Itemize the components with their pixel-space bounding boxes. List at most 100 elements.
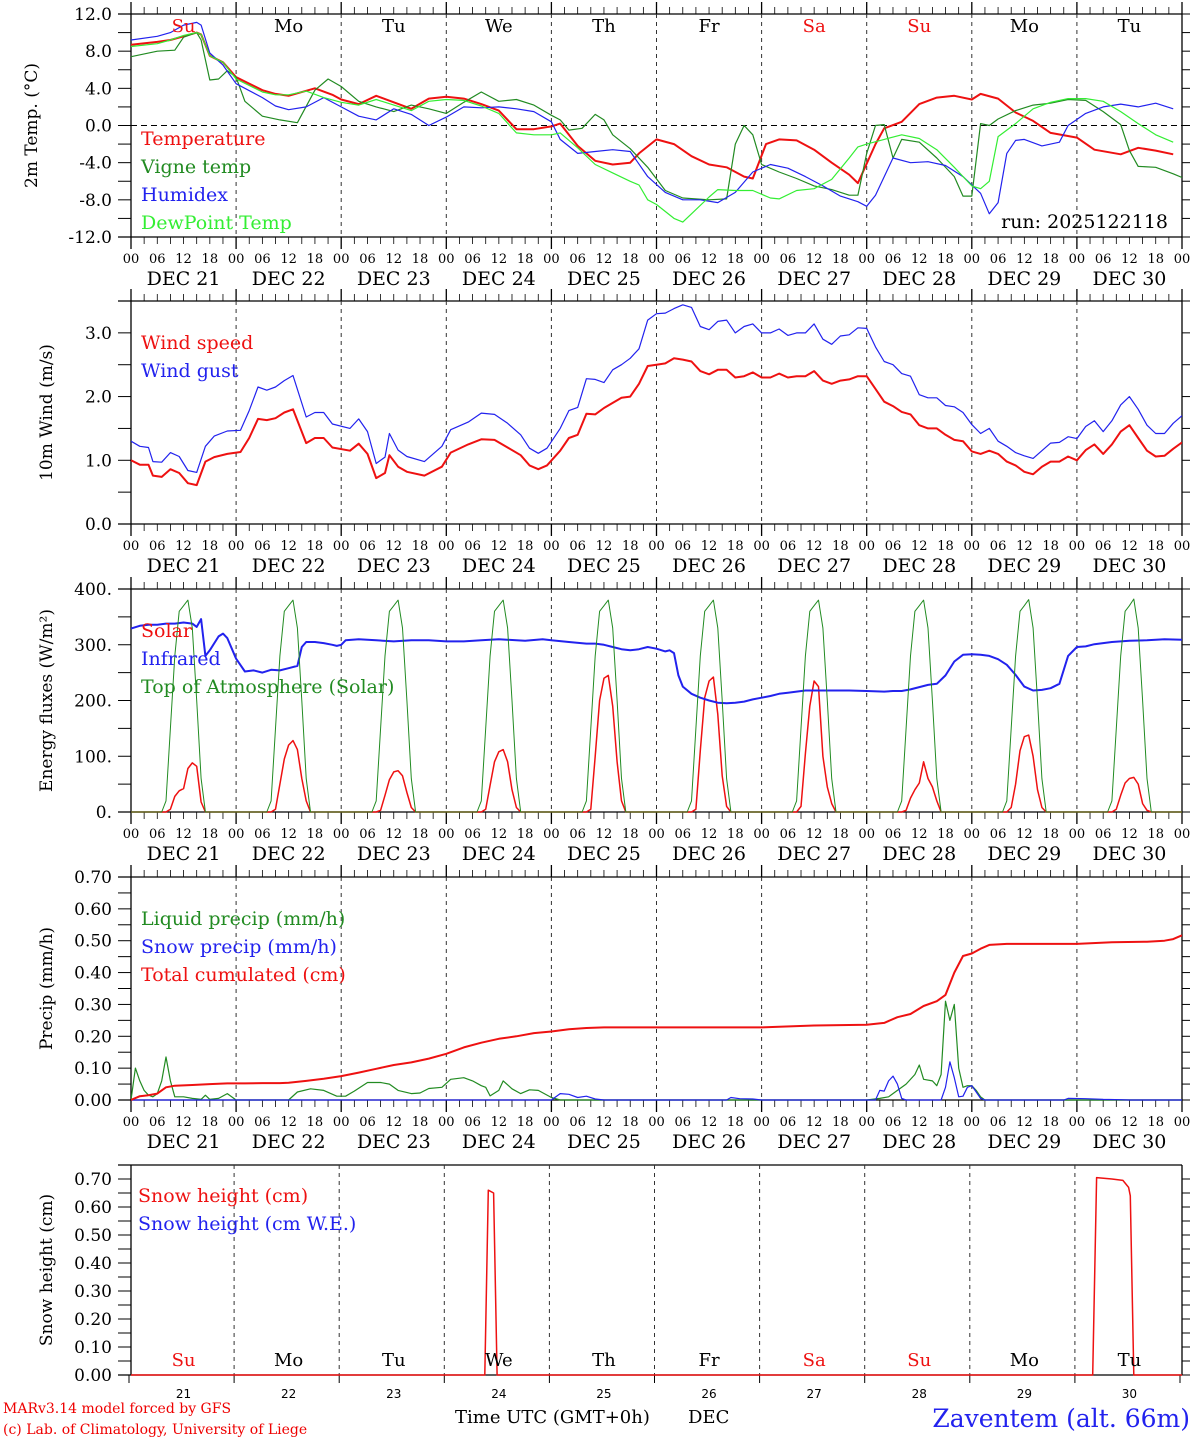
weekday-label: Fr bbox=[699, 1350, 720, 1371]
weekday-label: Tu bbox=[382, 16, 406, 37]
x-hour-label: 06 bbox=[990, 252, 1007, 267]
series-line-humidex bbox=[131, 21, 1174, 215]
x-hour-label: 00 bbox=[964, 827, 981, 842]
x-axis-month: DEC bbox=[688, 1407, 729, 1428]
x-hour-label: 18 bbox=[622, 827, 639, 842]
x-date-label: DEC 24 bbox=[462, 555, 536, 577]
weekday-label: Tu bbox=[382, 1350, 406, 1371]
x-date-label: DEC 25 bbox=[567, 268, 641, 290]
y-tick-label: 200. bbox=[74, 692, 112, 712]
x-hour-label: 18 bbox=[202, 827, 219, 842]
y-tick-label: 0.60 bbox=[74, 900, 112, 920]
x-hour-label: 06 bbox=[990, 539, 1007, 554]
x-hour-label: 00 bbox=[438, 827, 455, 842]
x-hour-label: 00 bbox=[648, 539, 665, 554]
x-date-label: DEC 21 bbox=[147, 555, 221, 577]
x-date-label: DEC 27 bbox=[777, 555, 851, 577]
y-tick-label: 0.40 bbox=[74, 1254, 112, 1274]
day-number-label: 23 bbox=[386, 1387, 401, 1401]
x-hour-label: 18 bbox=[307, 539, 324, 554]
x-hour-label: 12 bbox=[1016, 252, 1033, 267]
x-hour-label: 00 bbox=[1069, 827, 1086, 842]
x-hour-label: 12 bbox=[280, 252, 297, 267]
weekday-label: Mo bbox=[274, 16, 303, 37]
x-date-label: DEC 29 bbox=[987, 843, 1061, 865]
legend-entry: Total cumulated (cm) bbox=[141, 964, 346, 986]
x-hour-label: 06 bbox=[675, 827, 692, 842]
x-hour-label: 18 bbox=[412, 539, 429, 554]
x-hour-label: 06 bbox=[149, 1115, 166, 1130]
y-axis-title: 2m Temp. (°C) bbox=[22, 63, 42, 188]
x-hour-label: 18 bbox=[937, 1115, 954, 1130]
x-hour-label: 06 bbox=[254, 1115, 271, 1130]
x-hour-label: 12 bbox=[385, 827, 402, 842]
x-date-label: DEC 30 bbox=[1093, 555, 1167, 577]
x-hour-label: 18 bbox=[202, 539, 219, 554]
x-date-label: DEC 23 bbox=[357, 555, 431, 577]
x-hour-label: 12 bbox=[911, 827, 928, 842]
x-date-label: DEC 22 bbox=[252, 1131, 326, 1153]
x-hour-label: 00 bbox=[1069, 539, 1086, 554]
x-hour-label: 12 bbox=[806, 252, 823, 267]
x-date-label: DEC 25 bbox=[567, 1131, 641, 1153]
x-hour-label: 18 bbox=[1042, 827, 1059, 842]
weekday-label: Sa bbox=[803, 16, 826, 37]
x-date-label: DEC 27 bbox=[777, 843, 851, 865]
x-hour-label: 00 bbox=[333, 539, 350, 554]
x-hour-label: 00 bbox=[1174, 252, 1191, 267]
model-credit: MARv3.14 model forced by GFS bbox=[3, 1401, 231, 1417]
x-hour-label: 18 bbox=[937, 539, 954, 554]
x-hour-label: 12 bbox=[175, 539, 192, 554]
day-number-label: 27 bbox=[807, 1387, 822, 1401]
x-hour-label: 18 bbox=[1042, 539, 1059, 554]
legend-entry: Wind gust bbox=[141, 360, 239, 382]
y-tick-label: -12.0 bbox=[68, 228, 112, 248]
y-axis-title: 10m Wind (m/s) bbox=[37, 344, 57, 481]
x-hour-label: 18 bbox=[412, 252, 429, 267]
x-hour-label: 06 bbox=[464, 1115, 481, 1130]
x-hour-label: 00 bbox=[333, 827, 350, 842]
x-hour-label: 00 bbox=[543, 252, 560, 267]
x-hour-label: 06 bbox=[885, 827, 902, 842]
x-date-label: DEC 24 bbox=[462, 268, 536, 290]
y-tick-label: 0.70 bbox=[74, 1170, 112, 1190]
y-tick-label: -8.0 bbox=[79, 191, 112, 211]
x-date-label: DEC 28 bbox=[882, 555, 956, 577]
x-hour-label: 12 bbox=[1121, 539, 1138, 554]
x-hour-label: 18 bbox=[517, 1115, 534, 1130]
legend-entry: Infrared bbox=[141, 648, 221, 670]
x-hour-label: 12 bbox=[911, 252, 928, 267]
x-hour-label: 18 bbox=[307, 827, 324, 842]
x-hour-label: 06 bbox=[1095, 827, 1112, 842]
x-date-label: DEC 23 bbox=[357, 1131, 431, 1153]
legend-entry: Snow height (cm) bbox=[138, 1185, 308, 1207]
series-line-infrared bbox=[131, 618, 1182, 705]
x-hour-label: 12 bbox=[280, 827, 297, 842]
series-line-dewpoint-temp bbox=[131, 32, 1174, 223]
x-hour-label: 00 bbox=[1174, 827, 1191, 842]
legend-entry: Snow precip (mm/h) bbox=[141, 936, 337, 958]
x-hour-label: 00 bbox=[543, 1115, 560, 1130]
x-hour-label: 18 bbox=[1042, 252, 1059, 267]
x-hour-label: 00 bbox=[228, 252, 245, 267]
x-hour-label: 00 bbox=[753, 827, 770, 842]
x-hour-label: 18 bbox=[1147, 539, 1164, 554]
weekday-label: Tu bbox=[1118, 1350, 1142, 1371]
x-hour-label: 18 bbox=[307, 252, 324, 267]
y-tick-label: 100. bbox=[74, 747, 112, 767]
y-tick-label: 0.40 bbox=[74, 964, 112, 984]
weekday-label: Sa bbox=[803, 1350, 826, 1371]
x-hour-label: 00 bbox=[753, 1115, 770, 1130]
x-hour-label: 06 bbox=[675, 1115, 692, 1130]
panel-precip: 0.70 0.60 0.50 0.40 0.30 0.20 0.10 0.00 Precip (… bbox=[37, 865, 1190, 1153]
x-date-label: DEC 25 bbox=[567, 555, 641, 577]
y-tick-label: 300. bbox=[74, 636, 112, 656]
legend-entry: Liquid precip (mm/h) bbox=[141, 908, 345, 930]
x-hour-label: 18 bbox=[202, 252, 219, 267]
x-hour-label: 12 bbox=[175, 1115, 192, 1130]
lab-credit: (c) Lab. of Climatology, University of L… bbox=[3, 1422, 307, 1438]
x-hour-label: 06 bbox=[675, 539, 692, 554]
x-hour-label: 18 bbox=[937, 252, 954, 267]
x-date-label: DEC 30 bbox=[1093, 843, 1167, 865]
